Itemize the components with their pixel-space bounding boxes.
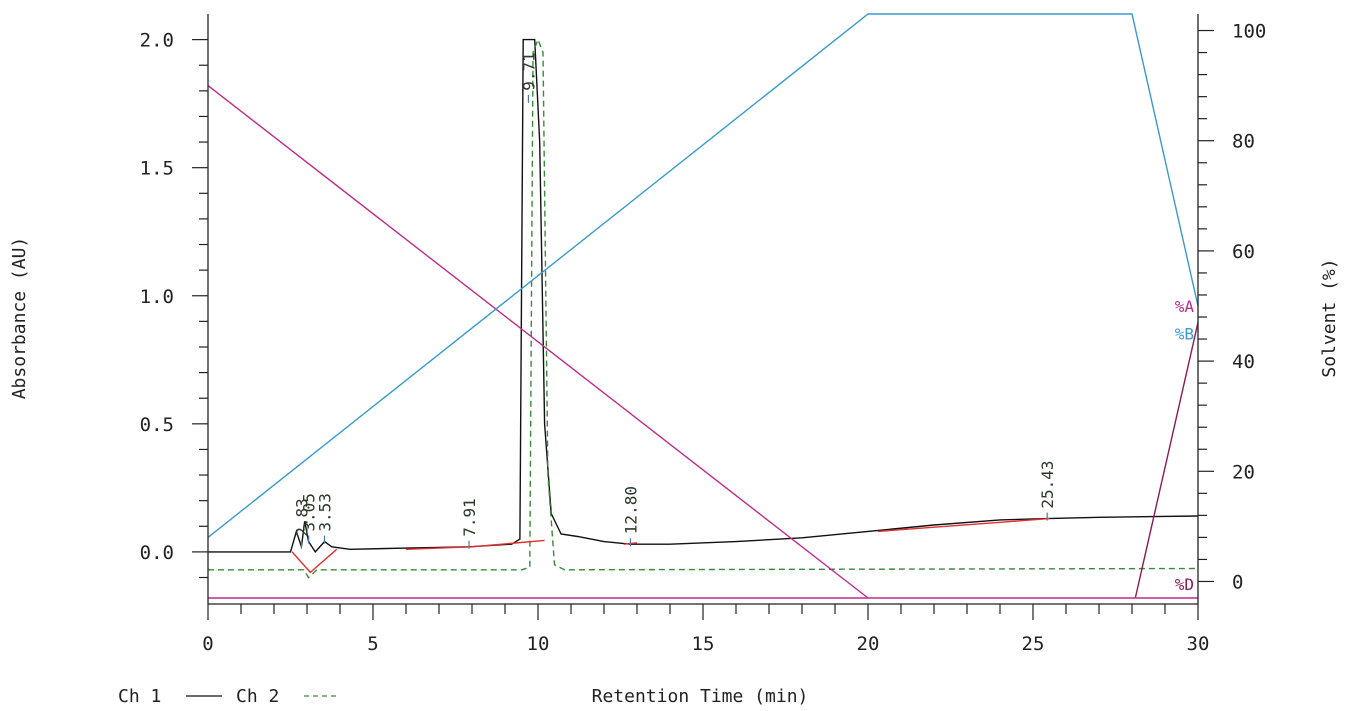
peak-labels-layer: 2.833.053.53 7.91 9.71 12.80 25.43 %A %B %D xyxy=(292,52,1194,594)
x-tick-label: 25 xyxy=(1022,633,1045,655)
y2-axis-title: Solvent (%) xyxy=(1319,258,1340,377)
gradient-tag: %B xyxy=(1175,325,1194,344)
series-line-pct-d xyxy=(1134,322,1199,599)
peak-label: 25.43 xyxy=(1038,460,1057,508)
peak-label: 3.05 xyxy=(300,493,319,532)
y2-tick-label: 60 xyxy=(1232,241,1255,263)
y-tick-label: 1.5 xyxy=(140,158,174,180)
x-tick-label: 20 xyxy=(857,633,880,655)
series-line-pct-b xyxy=(207,13,1199,538)
y2-tick-label: 0 xyxy=(1232,571,1243,593)
series-layer xyxy=(207,13,1199,599)
peak-label: 12.80 xyxy=(621,486,640,534)
integration-baseline xyxy=(877,517,1050,533)
x-tick-label: 15 xyxy=(692,633,715,655)
legend-label-ch2: Ch 2 xyxy=(236,686,279,707)
series-line-ch-2 xyxy=(208,37,1199,579)
axes-layer: 0 5 10 15 20 25 30 0.0 0.5 1.0 1.5 2.0 0 20 40 60 80 100 xyxy=(140,14,1266,655)
y-tick-label: 0.5 xyxy=(140,414,174,436)
x-tick-label: 0 xyxy=(202,633,213,655)
peak-label: 2.83 xyxy=(292,498,311,537)
y2-tick-label: 40 xyxy=(1232,351,1255,373)
peak-label: 7.91 xyxy=(460,498,479,537)
y-axis-title: Absorbance (AU) xyxy=(9,237,30,400)
x-tick-label: 30 xyxy=(1187,633,1210,655)
gradient-tag: %A xyxy=(1175,297,1195,316)
y2-tick-label: 80 xyxy=(1232,131,1255,153)
gradient-tag: %D xyxy=(1175,575,1194,594)
y-tick-label: 2.0 xyxy=(140,30,174,52)
integration-baseline xyxy=(291,548,338,574)
legend: Ch 1 Ch 2 xyxy=(118,686,340,707)
x-tick-label: 5 xyxy=(367,633,378,655)
peak-label: 3.53 xyxy=(316,493,335,532)
series-line-ch-1 xyxy=(208,38,1199,554)
y2-tick-label: 20 xyxy=(1232,461,1255,483)
y-tick-label: 1.0 xyxy=(140,286,174,308)
x-tick-label: 10 xyxy=(527,633,550,655)
y-tick-label: 0.0 xyxy=(140,542,174,564)
x-axis-title: Retention Time (min) xyxy=(592,686,809,707)
peak-label: 9.71 xyxy=(519,52,538,91)
y2-tick-label: 100 xyxy=(1232,21,1266,43)
integration-baseline xyxy=(405,539,545,550)
legend-label-ch1: Ch 1 xyxy=(118,686,161,707)
series-line-pct-a xyxy=(207,85,869,599)
